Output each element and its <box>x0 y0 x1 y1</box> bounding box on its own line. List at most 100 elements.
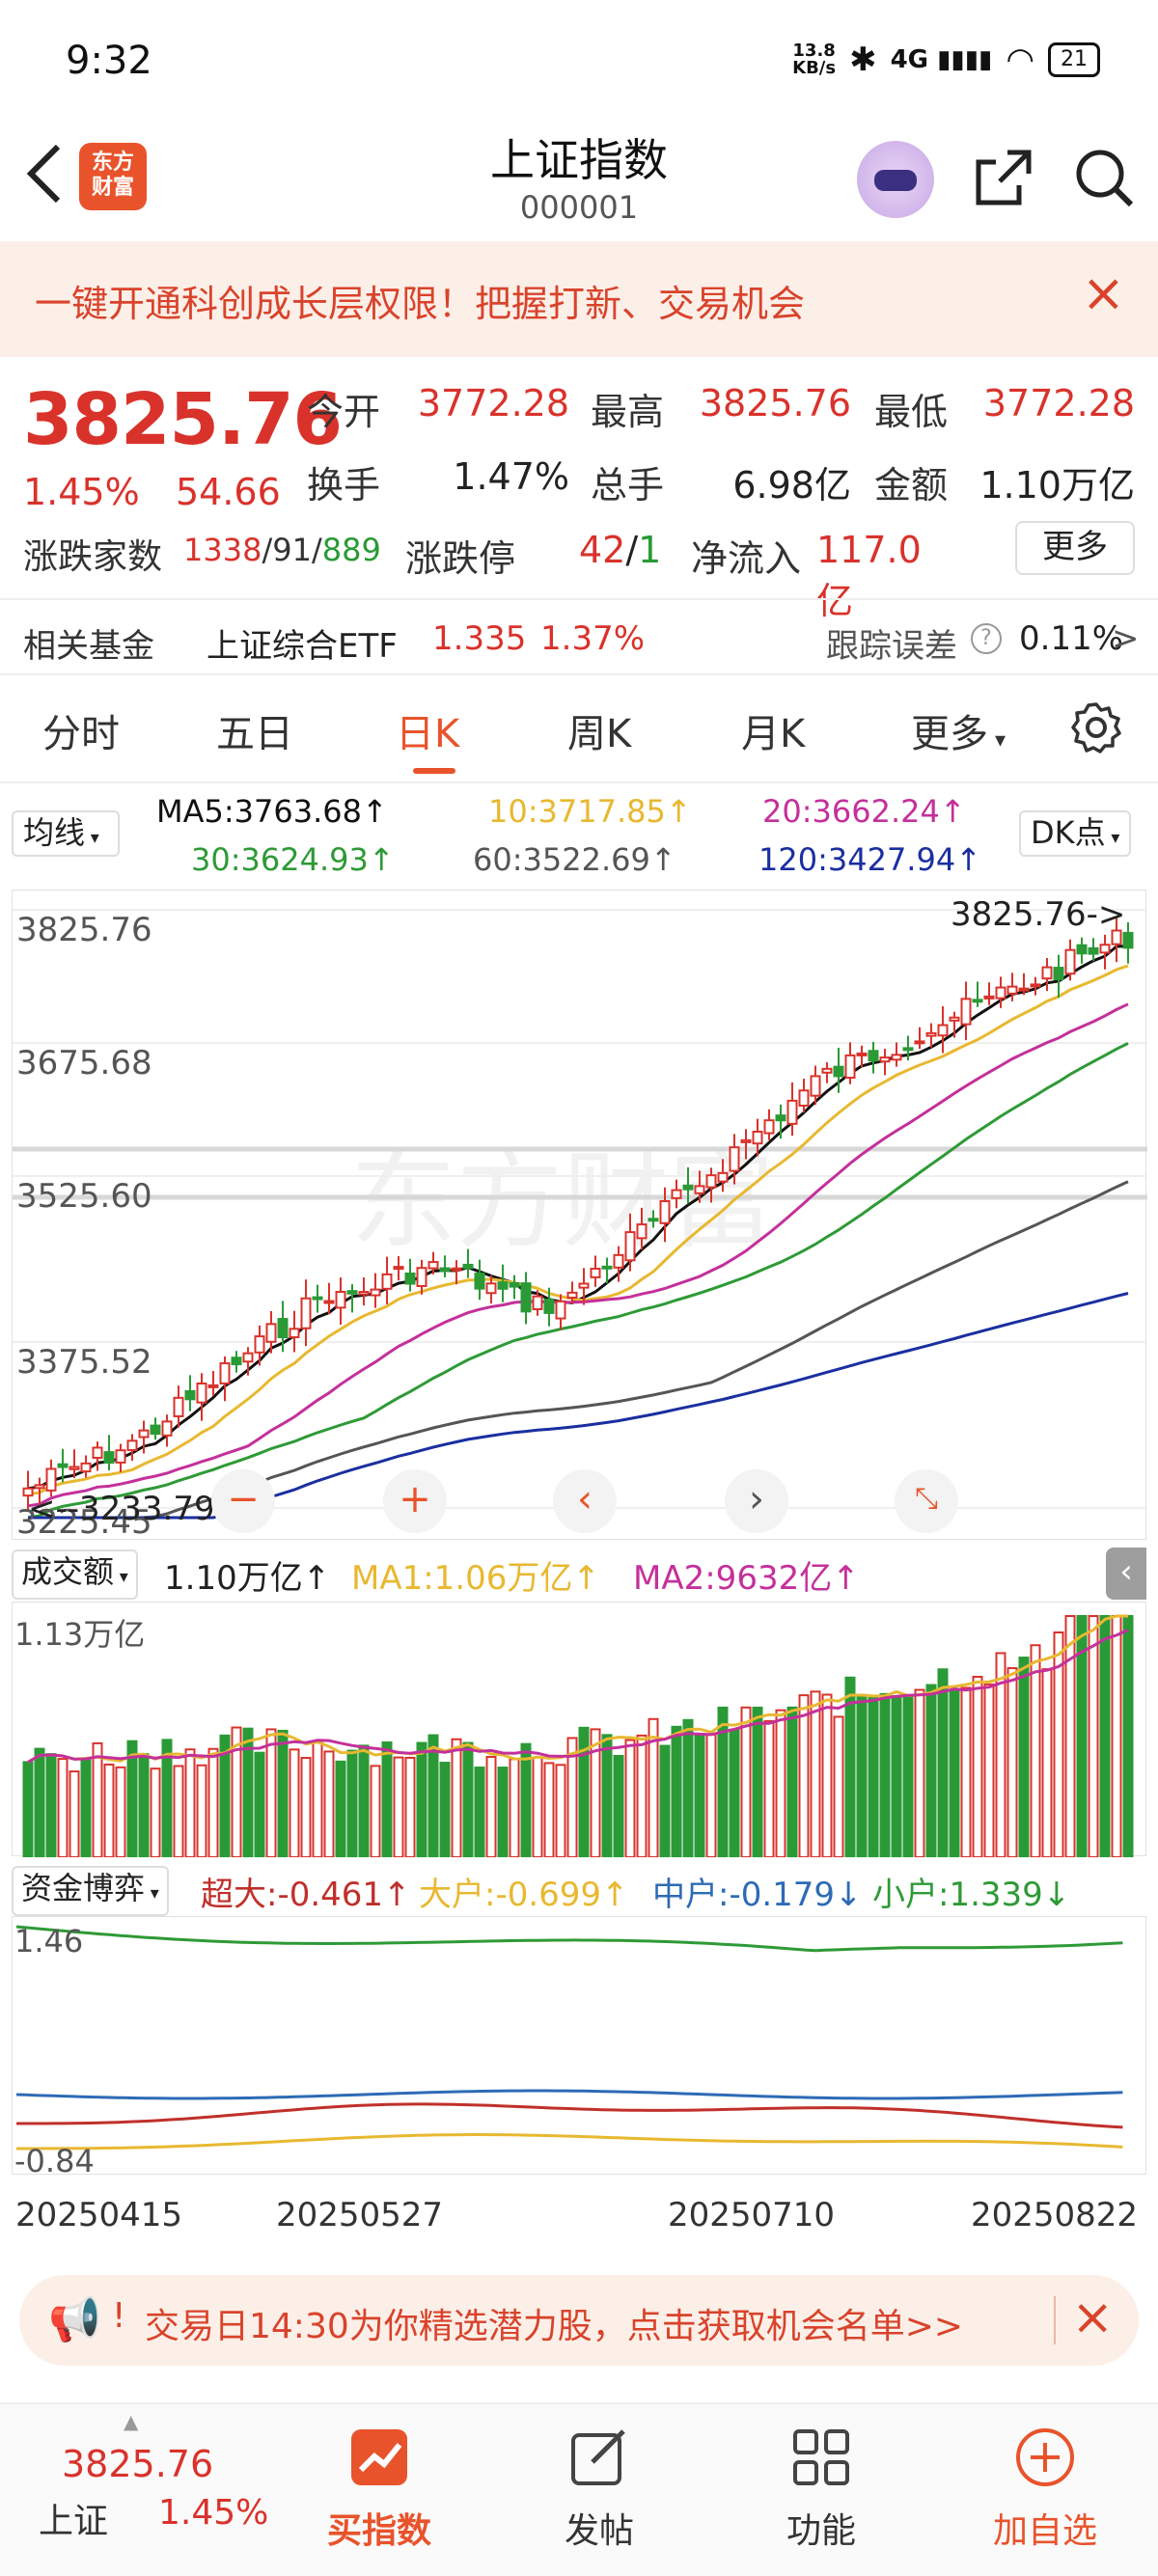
chevron-left-icon[interactable]: ‹ <box>553 1469 617 1533</box>
ma-line <box>27 1002 1129 1508</box>
tab-more[interactable]: 更多 ▾ <box>911 712 1006 756</box>
kline-chart[interactable]: 东方财富 3825.76 3675.68 3525.60 3375.52 322… <box>12 890 1147 1542</box>
volume-bar <box>45 1753 57 1858</box>
tab-intraday[interactable]: 分时 <box>42 712 120 756</box>
candle <box>740 1138 752 1143</box>
netflow-label: 净流入 <box>691 537 802 580</box>
indicator-select[interactable]: 均线 ▾ <box>12 810 120 857</box>
share-icon[interactable] <box>969 143 1038 212</box>
volume-bar <box>474 1767 485 1858</box>
capital-chart[interactable]: 1.46 -0.84 <box>12 1916 1146 2179</box>
volume-bar <box>1122 1615 1134 1858</box>
close-icon[interactable]: × <box>1081 262 1125 323</box>
search-icon[interactable] <box>1069 143 1139 212</box>
promo-banner[interactable]: 一键开通科创成长层权限！把握打新、交易机会 × <box>0 241 1158 357</box>
kline-svg: 东方财富 3825.76 3675.68 3525.60 3375.52 322… <box>13 895 1147 1542</box>
candle <box>509 1281 520 1288</box>
candle <box>242 1352 254 1363</box>
open-label: 今开 <box>307 391 381 433</box>
candle <box>323 1300 335 1304</box>
volume-bar <box>1064 1615 1076 1858</box>
stock-code: 000001 <box>519 189 639 226</box>
volume-bar <box>509 1758 520 1858</box>
candle <box>844 1054 856 1079</box>
large-flow: 大户:-0.699↑ <box>419 1876 629 1914</box>
post-button[interactable]: 发帖 <box>527 2424 672 2553</box>
volume-ma-line <box>27 1629 1129 1764</box>
chevron-right-icon[interactable]: › <box>725 1469 788 1533</box>
collapse-panel-button[interactable]: ‹ <box>1106 1548 1146 1600</box>
dk-point-select[interactable]: DK点 ▾ <box>1019 810 1132 857</box>
promo-bar[interactable]: 📢 ! 交易日14:30为你精选潜力股，点击获取机会名单>> × <box>19 2275 1139 2366</box>
volume-bar <box>925 1684 937 1859</box>
candle <box>810 1075 821 1097</box>
ma-line <box>28 1292 1129 1520</box>
function-button[interactable]: 功能 <box>749 2424 894 2553</box>
back-button[interactable] <box>19 135 77 222</box>
candle <box>995 986 1006 1000</box>
ma60-value: 60:3522.69↑ <box>473 841 676 878</box>
capital-indicator-select[interactable]: 资金博弈 ▾ <box>12 1866 169 1916</box>
y-label-2: 3675.68 <box>16 1044 152 1082</box>
related-fund-row[interactable]: 相关基金 上证综合ETF 1.335 1.37% 跟踪误差 ? 0.11% > <box>0 598 1158 675</box>
candle <box>763 1119 775 1135</box>
tab-monthly-k[interactable]: 月K <box>741 712 806 756</box>
amount-label: 金额 <box>874 464 949 507</box>
volume-bar <box>763 1719 775 1859</box>
volume-bar <box>451 1738 462 1858</box>
volume-bar <box>370 1765 381 1859</box>
candle <box>427 1261 439 1270</box>
turnover-label: 换手 <box>307 464 381 507</box>
volume-bar <box>555 1764 566 1858</box>
volume-bar <box>381 1740 393 1858</box>
large-flow-line <box>16 2133 1123 2151</box>
volume-value: 6.98亿 <box>732 464 851 507</box>
candle <box>1099 944 1111 954</box>
candle <box>983 995 995 1000</box>
ai-assistant-icon[interactable] <box>857 141 934 218</box>
add-watchlist-button[interactable]: 加自选 <box>973 2424 1117 2553</box>
candle <box>856 1052 868 1056</box>
ma-line <box>27 1042 1129 1520</box>
bottom-bar: ▲ 3825.76 上证 1.45% 买指数 发帖 功能 加自选 <box>0 2402 1158 2576</box>
bottom-price[interactable]: 3825.76 <box>62 2443 214 2485</box>
current-price: 3825.76 <box>23 378 343 461</box>
candle <box>949 1016 960 1022</box>
caret-up-icon[interactable]: ▲ <box>124 2410 139 2433</box>
volume-bar <box>694 1732 705 1858</box>
more-button[interactable]: 更多 <box>1015 521 1135 575</box>
gear-icon[interactable] <box>1069 700 1123 754</box>
zoom-in-button[interactable]: + <box>383 1469 447 1533</box>
candle <box>636 1223 648 1240</box>
volume-bar <box>173 1765 184 1858</box>
volume-bar <box>34 1747 45 1859</box>
zoom-out-button[interactable]: − <box>211 1469 275 1533</box>
watermark: 东方财富 <box>350 1139 775 1263</box>
candle <box>22 1487 34 1497</box>
volume-indicator-select[interactable]: 成交额 ▾ <box>12 1549 138 1600</box>
buy-index-button[interactable]: 买指数 <box>307 2424 452 2553</box>
tab-daily-k[interactable]: 日K <box>396 712 460 756</box>
fund-pct: 1.37% <box>540 619 646 658</box>
volume-bar <box>57 1758 69 1858</box>
small-flow-line <box>15 1925 1123 1953</box>
volume-bar <box>358 1744 370 1858</box>
volume-label: 总手 <box>591 464 665 507</box>
battery-icon: 21 <box>1048 42 1100 77</box>
help-icon[interactable]: ? <box>971 623 1002 654</box>
volume-bar <box>1099 1615 1111 1858</box>
volume-bar <box>22 1761 34 1858</box>
tab-weekly-k[interactable]: 周K <box>567 712 632 756</box>
candle <box>161 1420 173 1437</box>
fullscreen-icon[interactable]: ⤡ <box>895 1469 958 1533</box>
volume-bar <box>1041 1668 1053 1859</box>
close-icon[interactable]: × <box>1071 2288 1114 2346</box>
volume-bar <box>289 1748 300 1858</box>
date-label: 20250415 <box>15 2196 183 2234</box>
y-label-1: 3825.76 <box>16 911 152 949</box>
volume-bar <box>659 1744 671 1858</box>
candle <box>393 1266 404 1271</box>
volume-svg: 1.13万亿 <box>14 1614 1134 1859</box>
volume-chart[interactable]: 1.13万亿 <box>12 1602 1146 1859</box>
tab-five-day[interactable]: 五日 <box>216 712 293 756</box>
